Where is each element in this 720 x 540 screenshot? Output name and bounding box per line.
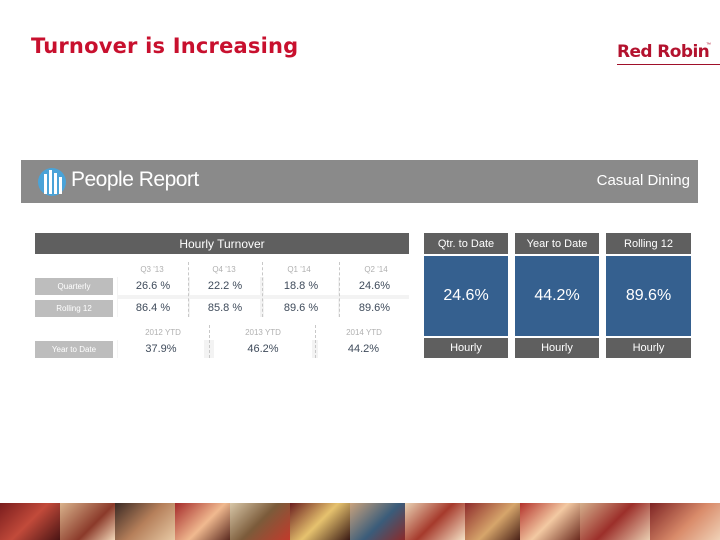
ytd-2012-value: 37.9% bbox=[118, 340, 204, 358]
row-label-rolling-12: Rolling 12 bbox=[35, 300, 113, 317]
kpi-rolling-12-value: 89.6% bbox=[606, 256, 691, 336]
ytd-2014-value: 44.2% bbox=[318, 340, 409, 358]
quarterly-q4-13-value: 22.2 % bbox=[190, 277, 260, 295]
banner-segment: Casual Dining bbox=[596, 172, 690, 189]
kpi-qtr-to-date-title: Qtr. to Date bbox=[424, 233, 508, 254]
kpi-rolling-12-footer: Hourly bbox=[606, 338, 691, 358]
kpi-year-to-date-title: Year to Date bbox=[515, 233, 599, 254]
red-robin-logo: Red Robin ™ bbox=[617, 40, 720, 65]
quarterly-q3-13-value: 26.6 % bbox=[118, 277, 188, 295]
rolling12-q4-13-value: 85.8 % bbox=[190, 299, 260, 317]
rolling12-q1-14-value: 89.6 % bbox=[264, 299, 338, 317]
quarterly-q2-14-value: 24.6% bbox=[340, 277, 409, 295]
rolling12-q3-13-value: 86.4 % bbox=[118, 299, 188, 317]
row-label-quarterly: Quarterly bbox=[35, 278, 113, 295]
kpi-year-to-date-footer: Hourly bbox=[515, 338, 599, 358]
slide-title: Turnover is Increasing bbox=[31, 34, 299, 58]
column-separator bbox=[209, 325, 210, 358]
kpi-qtr-to-date-footer: Hourly bbox=[424, 338, 508, 358]
skyline-icon bbox=[38, 168, 66, 196]
quarterly-q1-14-value: 18.8 % bbox=[264, 277, 338, 295]
ytd-2013-value: 46.2% bbox=[214, 340, 312, 358]
logo-trademark: ™ bbox=[706, 42, 711, 48]
logo-text: Red Robin bbox=[617, 42, 710, 62]
kpi-year-to-date-value: 44.2% bbox=[515, 256, 599, 336]
column-header-q4-13: Q4 '13 bbox=[212, 265, 236, 274]
column-header-2012-ytd: 2012 YTD bbox=[145, 328, 181, 337]
column-separator bbox=[262, 262, 263, 317]
column-header-2013-ytd: 2013 YTD bbox=[245, 328, 281, 337]
kpi-qtr-to-date-value: 24.6% bbox=[424, 256, 508, 336]
column-header-q2-14: Q2 '14 bbox=[364, 265, 388, 274]
row-label-year-to-date: Year to Date bbox=[35, 341, 113, 358]
column-separator bbox=[315, 325, 316, 358]
kpi-rolling-12-title: Rolling 12 bbox=[606, 233, 691, 254]
column-header-2014-ytd: 2014 YTD bbox=[346, 328, 382, 337]
column-header-q1-14: Q1 '14 bbox=[287, 265, 311, 274]
rolling12-q2-14-value: 89.6% bbox=[340, 299, 409, 317]
column-header-q3-13: Q3 '13 bbox=[140, 265, 164, 274]
people-report-banner: People Report Casual Dining bbox=[21, 160, 698, 203]
hourly-turnover-header: Hourly Turnover bbox=[35, 233, 409, 254]
column-separator bbox=[188, 262, 189, 317]
column-separator bbox=[339, 262, 340, 317]
restaurant-photo-strip bbox=[0, 503, 720, 540]
banner-brand: People Report bbox=[71, 168, 199, 191]
